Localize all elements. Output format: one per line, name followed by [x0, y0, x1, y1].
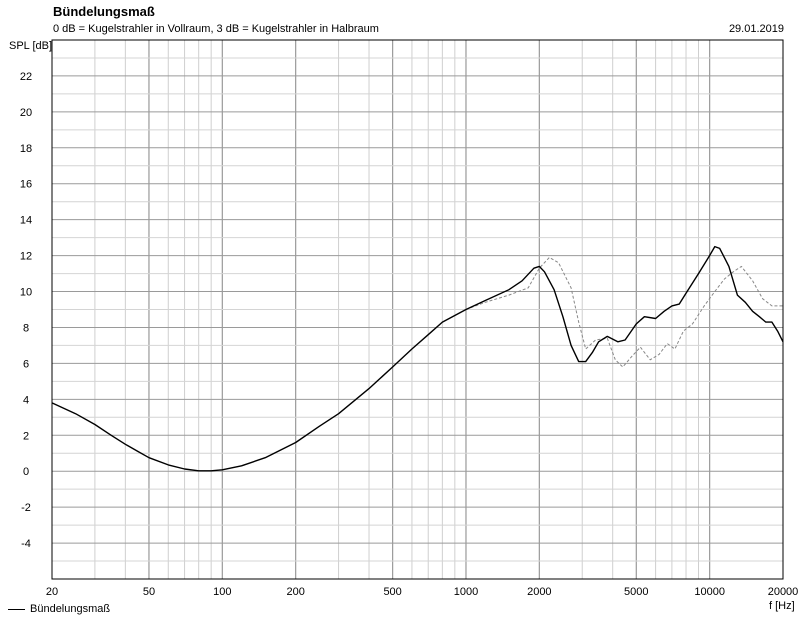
- y-tick-label: 22: [20, 71, 32, 83]
- y-tick-label: 16: [20, 179, 32, 191]
- y-tick-label: 18: [20, 143, 32, 155]
- x-tick-label: 500: [383, 586, 401, 598]
- y-tick-label: 2: [23, 430, 29, 442]
- y-tick-label: 12: [20, 251, 32, 263]
- chart-subtitle: 0 dB = Kugelstrahler in Vollraum, 3 dB =…: [53, 23, 379, 35]
- y-tick-label: 14: [20, 215, 32, 227]
- series-lines: [51, 245, 784, 472]
- x-tick-label: 100: [213, 586, 231, 598]
- series-line-buendelungsmass: [51, 245, 784, 472]
- x-tick-label: 200: [286, 586, 304, 598]
- plot-frame: [51, 39, 784, 580]
- x-tick-label: 5000: [624, 586, 648, 598]
- x-tick-label: 50: [143, 586, 155, 598]
- y-axis-label: SPL [dB]: [9, 40, 53, 52]
- chart-title: Bündelungsmaß: [53, 4, 155, 19]
- x-tick-label: 2000: [527, 586, 551, 598]
- y-tick-label: 4: [23, 394, 29, 406]
- legend: Bündelungsmaß: [8, 603, 110, 615]
- tick-labels: 20 50 100 200 500 1000 2000 5000 10000 20000 -4 -2 0…: [20, 71, 798, 598]
- legend-line-swatch: [8, 608, 25, 610]
- x-tick-label: 20000: [768, 586, 799, 598]
- y-tick-label: -4: [21, 538, 31, 550]
- grid: [52, 40, 783, 579]
- series-line-dashed: [465, 256, 783, 368]
- x-tick-label: 20: [46, 586, 58, 598]
- y-tick-label: 10: [20, 287, 32, 299]
- legend-label: Bündelungsmaß: [30, 603, 111, 615]
- y-tick-label: 8: [23, 322, 29, 334]
- x-axis-label: f [Hz]: [769, 600, 795, 612]
- y-tick-label: -2: [21, 502, 31, 514]
- y-tick-label: 0: [23, 466, 29, 478]
- chart-date: 29.01.2019: [728, 23, 784, 35]
- y-tick-label: 6: [23, 358, 29, 370]
- y-tick-label: 20: [20, 107, 32, 119]
- x-tick-label: 1000: [454, 586, 478, 598]
- x-tick-label: 10000: [694, 586, 725, 598]
